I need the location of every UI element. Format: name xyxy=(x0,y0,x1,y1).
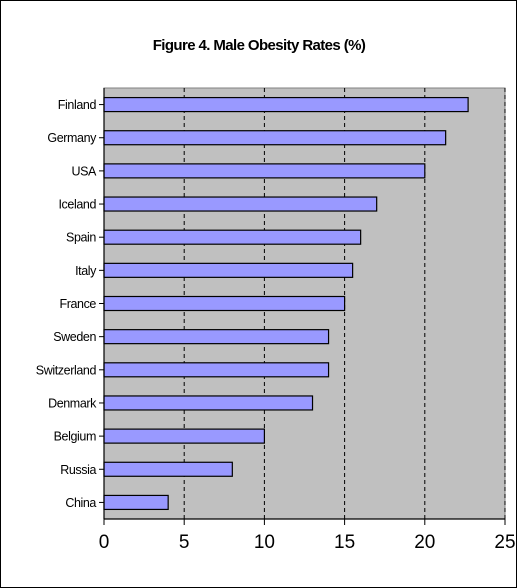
bar-belgium xyxy=(103,428,265,444)
category-label: Finland xyxy=(58,98,97,112)
category-label: Italy xyxy=(75,264,97,278)
category-label: Germany xyxy=(47,131,97,145)
bar-spain xyxy=(103,229,362,245)
category-label: Sweden xyxy=(53,330,96,344)
x-tick-label: 15 xyxy=(334,532,355,553)
bar-germany xyxy=(103,130,447,146)
grid-lines xyxy=(183,88,506,519)
category-label: Denmark xyxy=(48,396,97,410)
x-tick-label: 5 xyxy=(179,532,190,553)
category-label: USA xyxy=(71,164,97,178)
bar-switzerland xyxy=(103,362,330,378)
bar-finland xyxy=(103,96,469,113)
bar-usa xyxy=(103,163,426,179)
bar-italy xyxy=(103,262,354,278)
bar-sweden xyxy=(103,329,330,345)
category-labels: Finland Germany USA Iceland Spain Italy France… xyxy=(36,98,104,510)
category-label: China xyxy=(65,496,96,510)
x-tick-label: 20 xyxy=(414,532,435,553)
category-label: Belgium xyxy=(54,430,96,444)
category-label: Spain xyxy=(66,231,96,245)
bar-china xyxy=(103,494,169,511)
x-axis: 0 5 10 15 20 25 xyxy=(99,88,516,553)
category-label: Russia xyxy=(60,463,96,477)
x-tick-label: 0 xyxy=(99,532,110,553)
bar-russia xyxy=(103,461,233,477)
x-tick-label: 25 xyxy=(494,532,515,553)
bar-france xyxy=(103,295,346,312)
category-label: France xyxy=(59,297,96,311)
chart-title: Figure 4. Male Obesity Rates (%) xyxy=(153,37,366,54)
x-tick-label: 10 xyxy=(254,532,275,553)
bar-iceland xyxy=(103,196,378,212)
category-label: Switzerland xyxy=(36,363,97,377)
category-label: Iceland xyxy=(58,198,96,212)
bar-denmark xyxy=(103,395,314,411)
